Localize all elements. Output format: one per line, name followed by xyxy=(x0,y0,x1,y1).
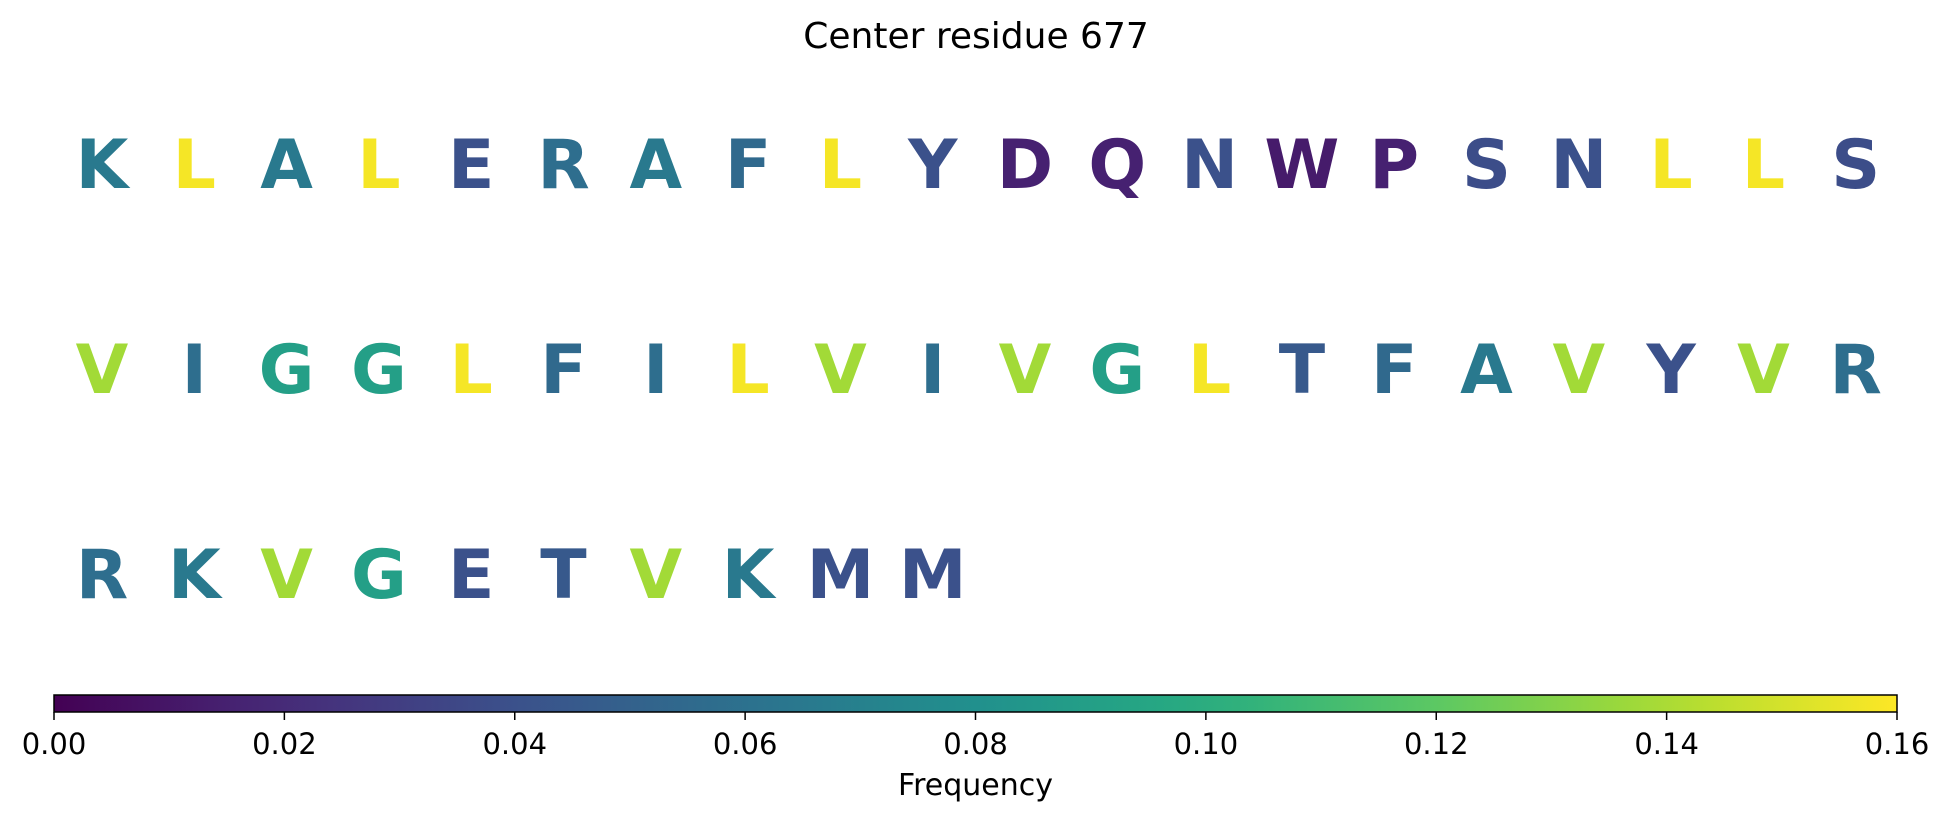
residue-letter: L xyxy=(1649,126,1692,205)
residue-letter: F xyxy=(725,126,771,205)
residue-letter: S xyxy=(1831,126,1880,205)
residue-letter: I xyxy=(182,331,207,410)
residue-letter: L xyxy=(173,126,216,205)
residue-letter: N xyxy=(1550,126,1607,205)
colorbar-tick-label: 0.04 xyxy=(482,727,547,761)
residue-letter: A xyxy=(260,126,313,205)
residue-letter: K xyxy=(722,536,777,615)
residue-letter: F xyxy=(540,331,586,410)
residue-letter: K xyxy=(168,536,223,615)
residue-letter: M xyxy=(807,536,875,615)
residue-letter: V xyxy=(76,331,129,410)
residue-letter: L xyxy=(1742,126,1785,205)
residue-letter: T xyxy=(540,536,587,615)
residue-letter: F xyxy=(1371,331,1417,410)
colorbar-tick-label: 0.16 xyxy=(1865,727,1930,761)
residue-letter: L xyxy=(450,331,493,410)
residue-letter: V xyxy=(814,331,867,410)
residue-letter: V xyxy=(1737,331,1790,410)
residue-letter: Y xyxy=(1645,331,1696,410)
residue-letter: D xyxy=(997,126,1053,205)
colorbar-tick-label: 0.06 xyxy=(713,727,778,761)
colorbar-tick-label: 0.02 xyxy=(252,727,317,761)
residue-letter: V xyxy=(999,331,1052,410)
residue-grid: K L A L E R A F L Y D Q N W P S N L L SV I G G L F I L V I V G L T F A V Y V R… xyxy=(76,126,1882,615)
residue-letter: S xyxy=(1462,126,1511,205)
residue-letter: E xyxy=(448,126,494,205)
colorbar-tick-label: 0.10 xyxy=(1174,727,1239,761)
residue-letter: L xyxy=(1188,331,1231,410)
residue-letter: G xyxy=(351,331,407,410)
residue-letter: L xyxy=(819,126,862,205)
residue-letter: R xyxy=(76,536,128,615)
residue-letter: K xyxy=(76,126,131,205)
colorbar-tick-label: 0.00 xyxy=(22,727,87,761)
colorbar-gradient xyxy=(53,694,1898,713)
residue-letter: E xyxy=(448,536,494,615)
residue-letter: I xyxy=(920,331,945,410)
residue-letter: R xyxy=(537,126,589,205)
residue-letter: L xyxy=(726,331,769,410)
residue-letter: M xyxy=(899,536,967,615)
residue-letter: A xyxy=(629,126,682,205)
residue-letter: V xyxy=(260,536,313,615)
residue-letter: V xyxy=(1552,331,1605,410)
residue-letter: L xyxy=(357,126,400,205)
residue-letter: R xyxy=(1830,331,1882,410)
residue-letter: G xyxy=(259,331,315,410)
residue-letter: W xyxy=(1264,126,1339,205)
residue-letter: I xyxy=(643,331,668,410)
residue-letter: A xyxy=(1460,331,1513,410)
residue-letter: Y xyxy=(907,126,958,205)
colorbar-ticks: 0.00 0.02 0.04 0.06 0.08 0.10 0.12 0.14 0.16 xyxy=(22,712,1930,761)
residue-letter: T xyxy=(1279,331,1326,410)
colorbar-tick-label: 0.12 xyxy=(1404,727,1469,761)
residue-letter: V xyxy=(629,536,682,615)
colorbar: 0.00 0.02 0.04 0.06 0.08 0.10 0.12 0.14 0.16 Fre… xyxy=(22,694,1930,803)
residue-letter: G xyxy=(1089,331,1145,410)
colorbar-tick-label: 0.14 xyxy=(1634,727,1699,761)
colorbar-tick-label: 0.08 xyxy=(943,727,1008,761)
residue-letter: Q xyxy=(1088,126,1146,205)
residue-letter: N xyxy=(1181,126,1238,205)
chart-title: Center residue 677 xyxy=(803,16,1149,57)
residue-letter: P xyxy=(1369,126,1419,205)
colorbar-label: Frequency xyxy=(898,768,1053,803)
residue-letter: G xyxy=(351,536,407,615)
